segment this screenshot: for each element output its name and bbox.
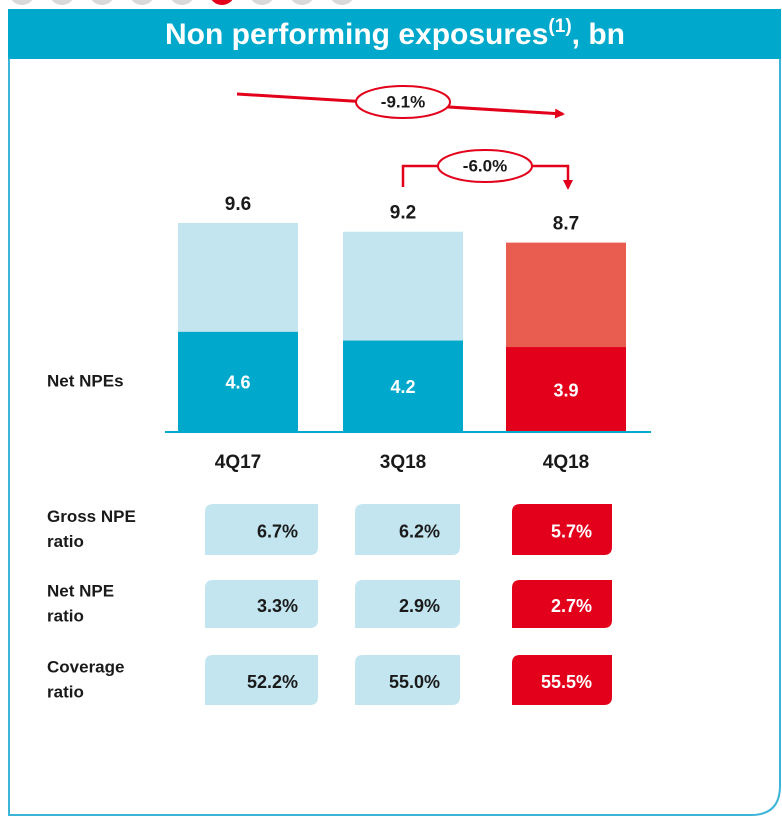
x-tick-label: 4Q17 [215, 452, 261, 473]
ratio-box [205, 580, 318, 628]
legend-label: Net NPEs [47, 371, 124, 390]
data-label: 9.2 [390, 203, 416, 224]
ratio-box [355, 580, 460, 628]
title-text: Non performing exposures [165, 18, 548, 51]
net-bar [506, 347, 626, 432]
data-label: 8.7 [553, 214, 579, 235]
ratio-label: 5.7% [551, 521, 592, 541]
title-bar [8, 9, 781, 59]
row-label: Coverage [47, 657, 124, 676]
ratio-box [205, 655, 318, 705]
title-note: (1) [548, 16, 571, 37]
ratio-label: 6.2% [399, 521, 440, 541]
data-label: 4.2 [390, 377, 415, 397]
ratio-box [512, 580, 612, 628]
ratio-box [512, 504, 612, 555]
annotation-label: -9.1% [381, 92, 425, 111]
x-tick-label: 4Q18 [543, 452, 589, 473]
net-bar [178, 331, 298, 432]
net-bar [343, 340, 463, 432]
row-label: ratio [47, 532, 84, 551]
ratio-label: 52.2% [247, 672, 298, 692]
row-label: ratio [47, 682, 84, 701]
data-label: 9.6 [225, 194, 251, 215]
annotation-label: -6.0% [463, 156, 507, 175]
data-label: 4.6 [225, 373, 250, 393]
ratio-label: 55.5% [541, 672, 592, 692]
ratio-box [512, 655, 612, 705]
ratio-box [355, 655, 460, 705]
ratio-label: 55.0% [389, 672, 440, 692]
ratio-label: 3.3% [257, 596, 298, 616]
ratio-label: 2.7% [551, 596, 592, 616]
chart-title: Non performing exposures(1), bn [165, 16, 625, 51]
x-tick-label: 3Q18 [380, 452, 426, 473]
annotation-total: -9.1% [236, 85, 565, 119]
ratio-box [205, 504, 318, 555]
ratio-box [355, 504, 460, 555]
annotation-quarter: -6.0% [401, 149, 573, 190]
row-label: Net NPE [47, 581, 114, 600]
title-unit: , bn [572, 18, 625, 51]
ratio-label: 6.7% [257, 521, 298, 541]
row-label: Gross NPE [47, 507, 136, 526]
row-label: ratio [47, 606, 84, 625]
data-label: 3.9 [553, 380, 578, 400]
ratio-label: 2.9% [399, 596, 440, 616]
nav-dots [11, 0, 353, 5]
